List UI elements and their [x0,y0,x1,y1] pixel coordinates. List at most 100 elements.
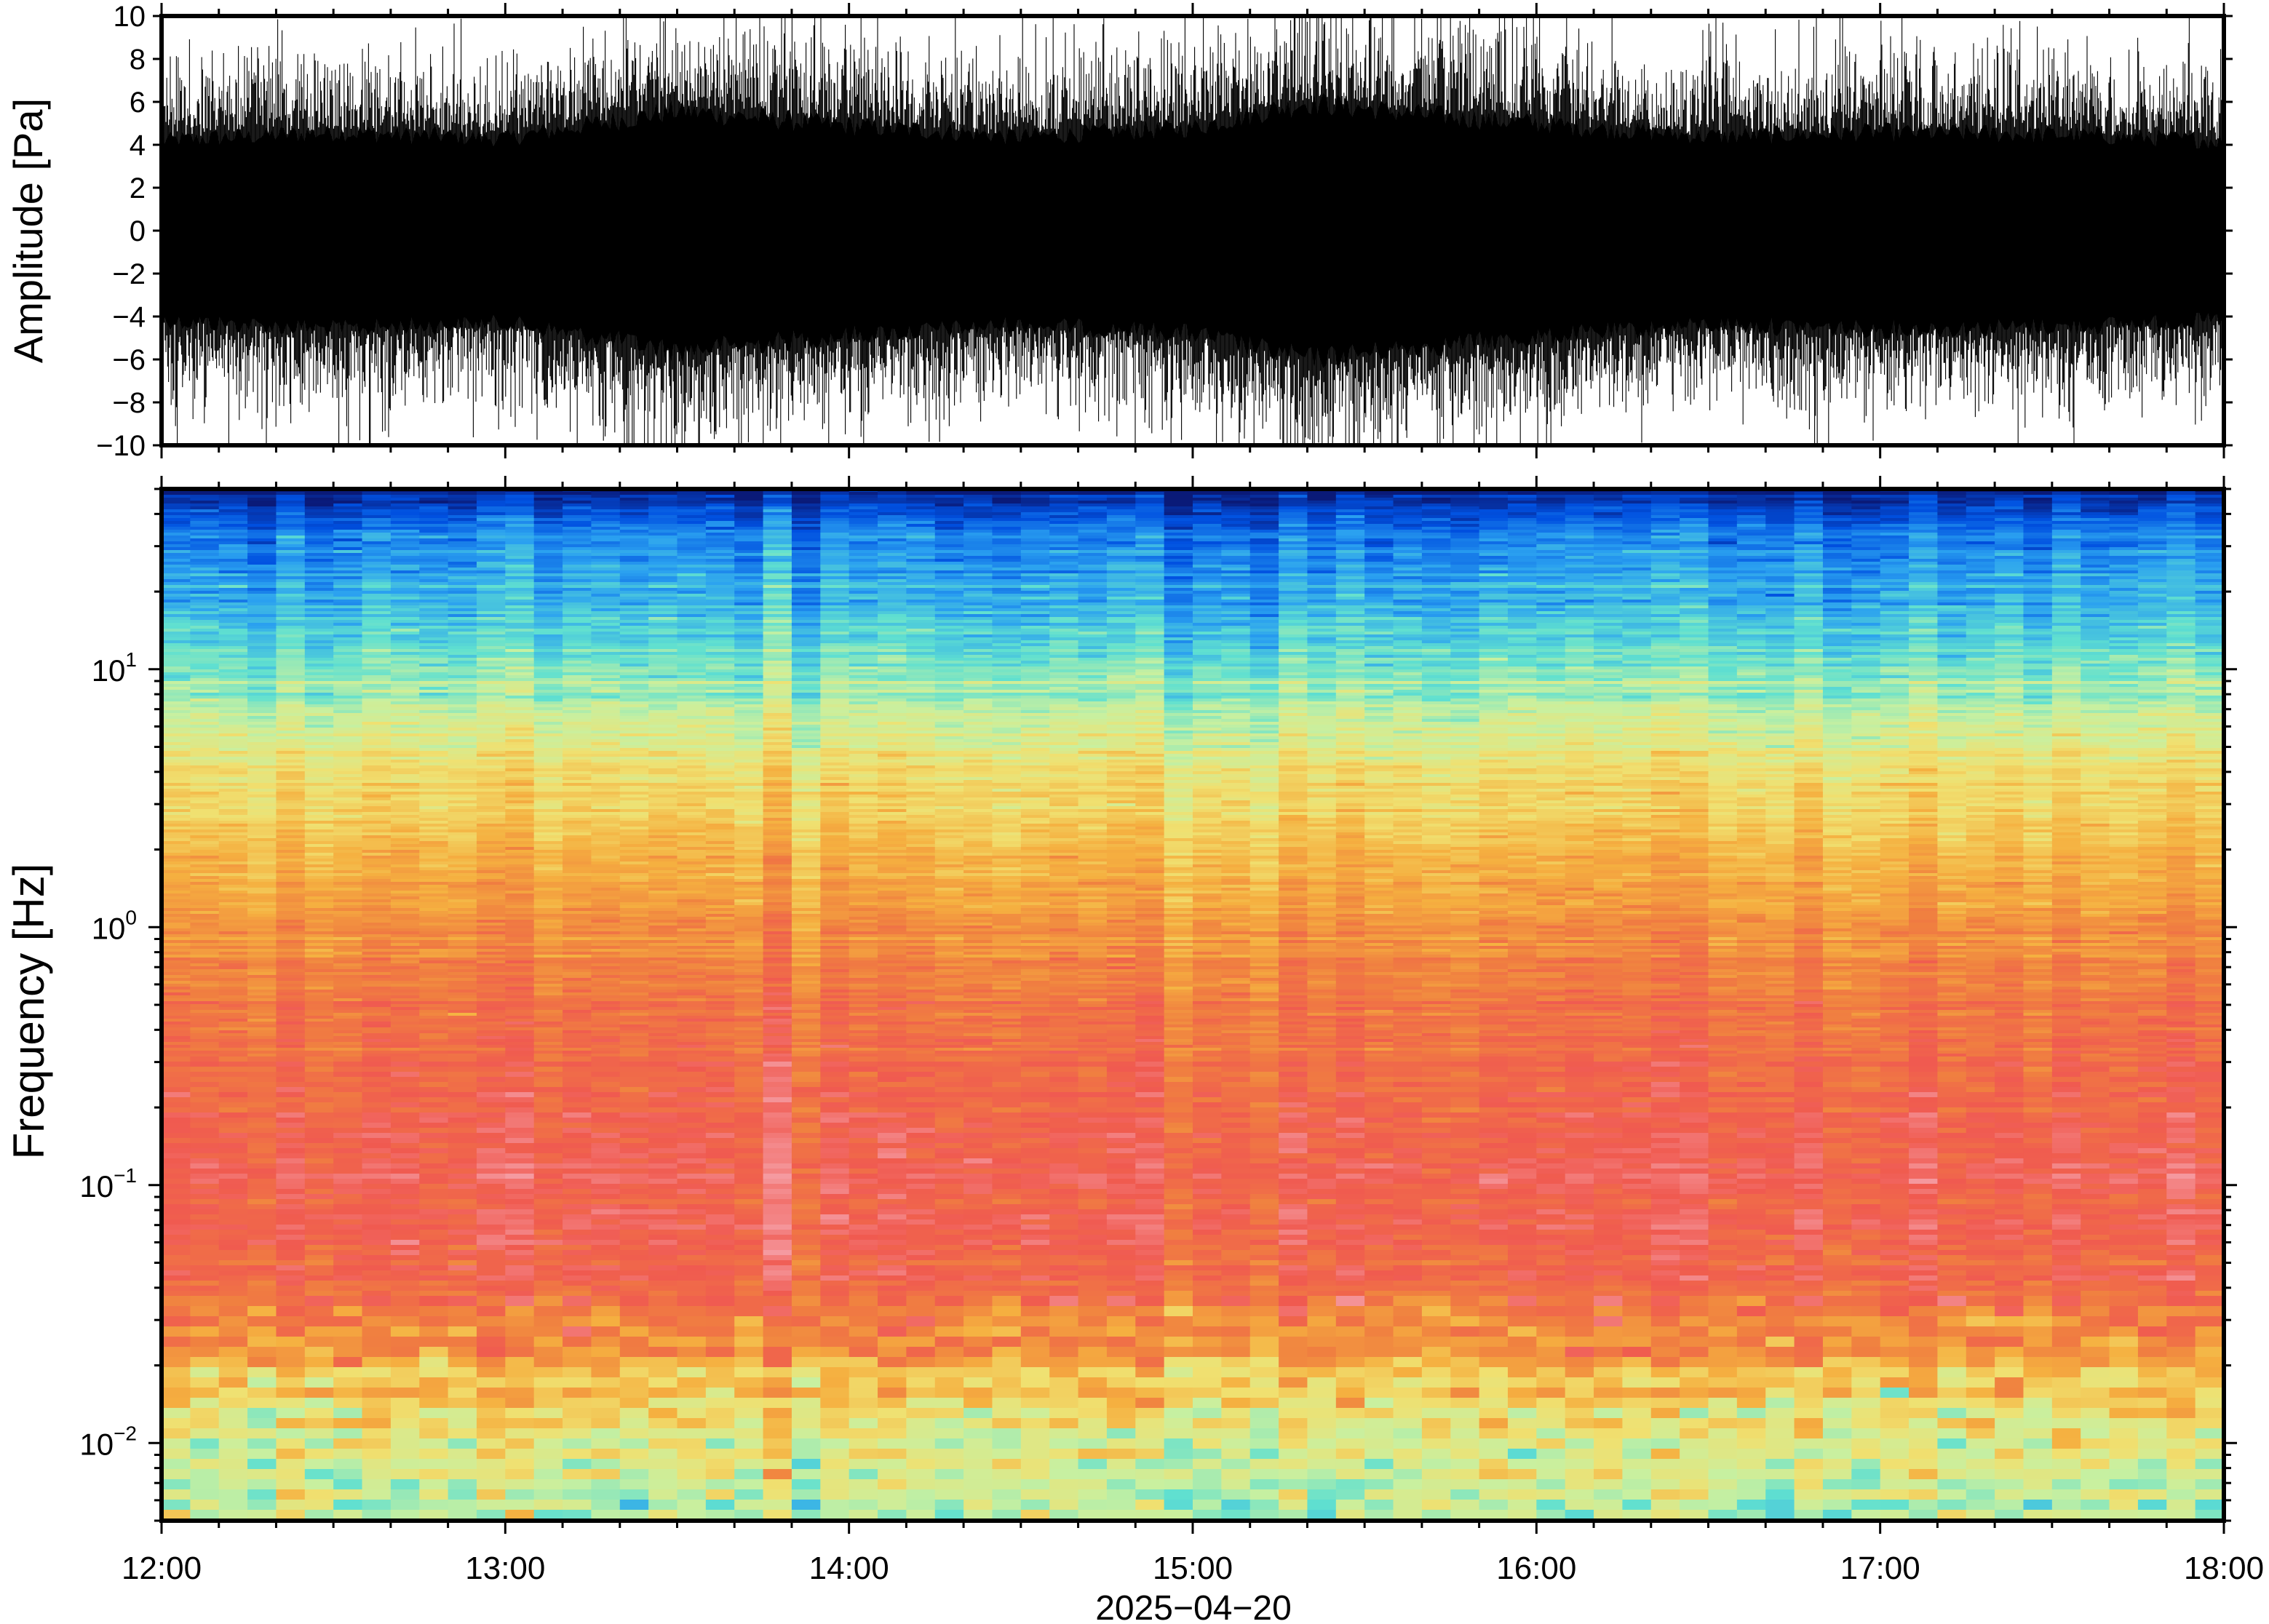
spectrogram-cell [1708,655,1738,658]
spectrogram-cell [390,533,420,536]
spectrogram-cell [1565,626,1594,629]
spectrogram-cell [763,530,792,533]
spectrogram-cell [2166,637,2196,641]
spectrogram-cell [1622,658,1652,661]
spectrogram-cell [419,649,449,653]
spectrogram-cell [218,637,248,641]
spectrogram-cell [1851,666,1881,670]
spectrogram-cell [162,585,191,589]
spectrogram-cell [791,643,821,647]
spectrogram-cell [1937,492,1967,495]
spectrogram-cell [1364,661,1394,664]
spectrogram-cell [1106,536,1136,539]
spectrogram-cell [1822,518,1852,522]
spectrogram-cell [1221,521,1251,525]
spectrogram-cell [992,605,1022,609]
spectrogram-cell [963,637,993,641]
spectrogram-cell [1622,568,1652,571]
spectrogram-cell [963,675,993,679]
spectrogram-cell [190,498,220,501]
spectrogram-cell [563,600,592,603]
spectrogram-cell [563,620,592,624]
spectrogram-cell [2051,634,2081,638]
spectrogram-cell [1594,640,1624,644]
spectrogram-cell [1822,597,1852,600]
spectrogram-cell [1279,617,1308,621]
spectrogram-cell [763,658,792,661]
spectrogram-cell [362,503,392,507]
spectrogram-cell [1995,550,2024,554]
spectrogram-cell [591,664,621,667]
spectrogram-cell [677,637,707,641]
spectrogram-cell [1364,576,1394,580]
spectrogram-cell [1307,582,1337,586]
spectrogram-cell [791,608,821,612]
spectrogram-cell [333,658,363,661]
spectrogram-cell [934,658,964,661]
spectrogram-cell [276,617,306,621]
spectrogram-cell [247,620,277,624]
spectrogram-cell [1680,608,1709,612]
spectrogram-cell [1164,570,1193,574]
spectrogram-cell [878,588,907,592]
spectrogram-cell [849,512,878,516]
spectrogram-cell [1880,512,1910,516]
spectrogram-cell [2166,515,2196,519]
spectrogram-cell [1164,573,1193,577]
spectrogram-cell [1966,629,1995,632]
spectrogram-cell [992,637,1022,641]
spectrogram-cell [304,602,334,606]
spectrogram-cell [218,608,248,612]
spectrogram-cell [992,533,1022,536]
spectrogram-cell [362,506,392,510]
spectrogram-cell [849,568,878,571]
spectrogram-cell [2137,518,2167,522]
spectrogram-cell [1680,509,1709,513]
spectrogram-cell [1650,608,1680,612]
spectrogram-cell [1736,568,1766,571]
spectrogram-cell [1364,681,1394,685]
spectrogram-cell [1507,626,1537,629]
spectrogram-cell [1164,559,1193,562]
spectrogram-cell [2166,614,2196,618]
spectrogram-cell [648,568,678,571]
spectrogram-cell [162,547,191,551]
spectrogram-cell [2195,547,2224,551]
spectrogram-cell [1307,559,1337,562]
spectrogram-cell [1966,576,1995,580]
spectrogram-cell [619,614,649,618]
spectrogram-cell [1851,573,1881,577]
spectrogram-cell [333,582,363,586]
spectrogram-cell [1708,518,1738,522]
spectrogram-cell [1307,503,1337,507]
spectrogram-cell [1164,643,1193,647]
spectrogram-cell [1708,623,1738,626]
spectrogram-cell [476,582,506,586]
spectrogram-cell [1794,634,1824,638]
spectrogram-cell [1507,562,1537,565]
spectrogram-cell [1450,640,1480,644]
spectrogram-cell [705,492,735,495]
spectrogram-cell [390,562,420,565]
spectrogram-cell [1106,559,1136,562]
spectrogram-cell [1565,684,1594,688]
spectrogram-cell [2195,550,2224,554]
spectrogram-cell [705,570,735,574]
spectrogram-cell [1479,492,1509,495]
spectrogram-cell [2023,678,2053,682]
spectrogram-cell [906,553,936,557]
spectrogram-cell [1135,681,1165,685]
spectrogram-cell [1880,661,1910,664]
spectrogram-cell [1078,579,1108,583]
spectrogram-cell [1966,509,1995,513]
spectrogram-cell [1479,643,1509,647]
spectrogram-cell [1193,602,1222,606]
spectrogram-cell [1507,521,1537,525]
spectrogram-cell [906,629,936,632]
spectrogram-cell [2166,565,2196,568]
spectrogram-cell [190,521,220,525]
spectrogram-cell [906,524,936,528]
spectrogram-cell [591,527,621,530]
spectrogram-cell [2137,600,2167,603]
